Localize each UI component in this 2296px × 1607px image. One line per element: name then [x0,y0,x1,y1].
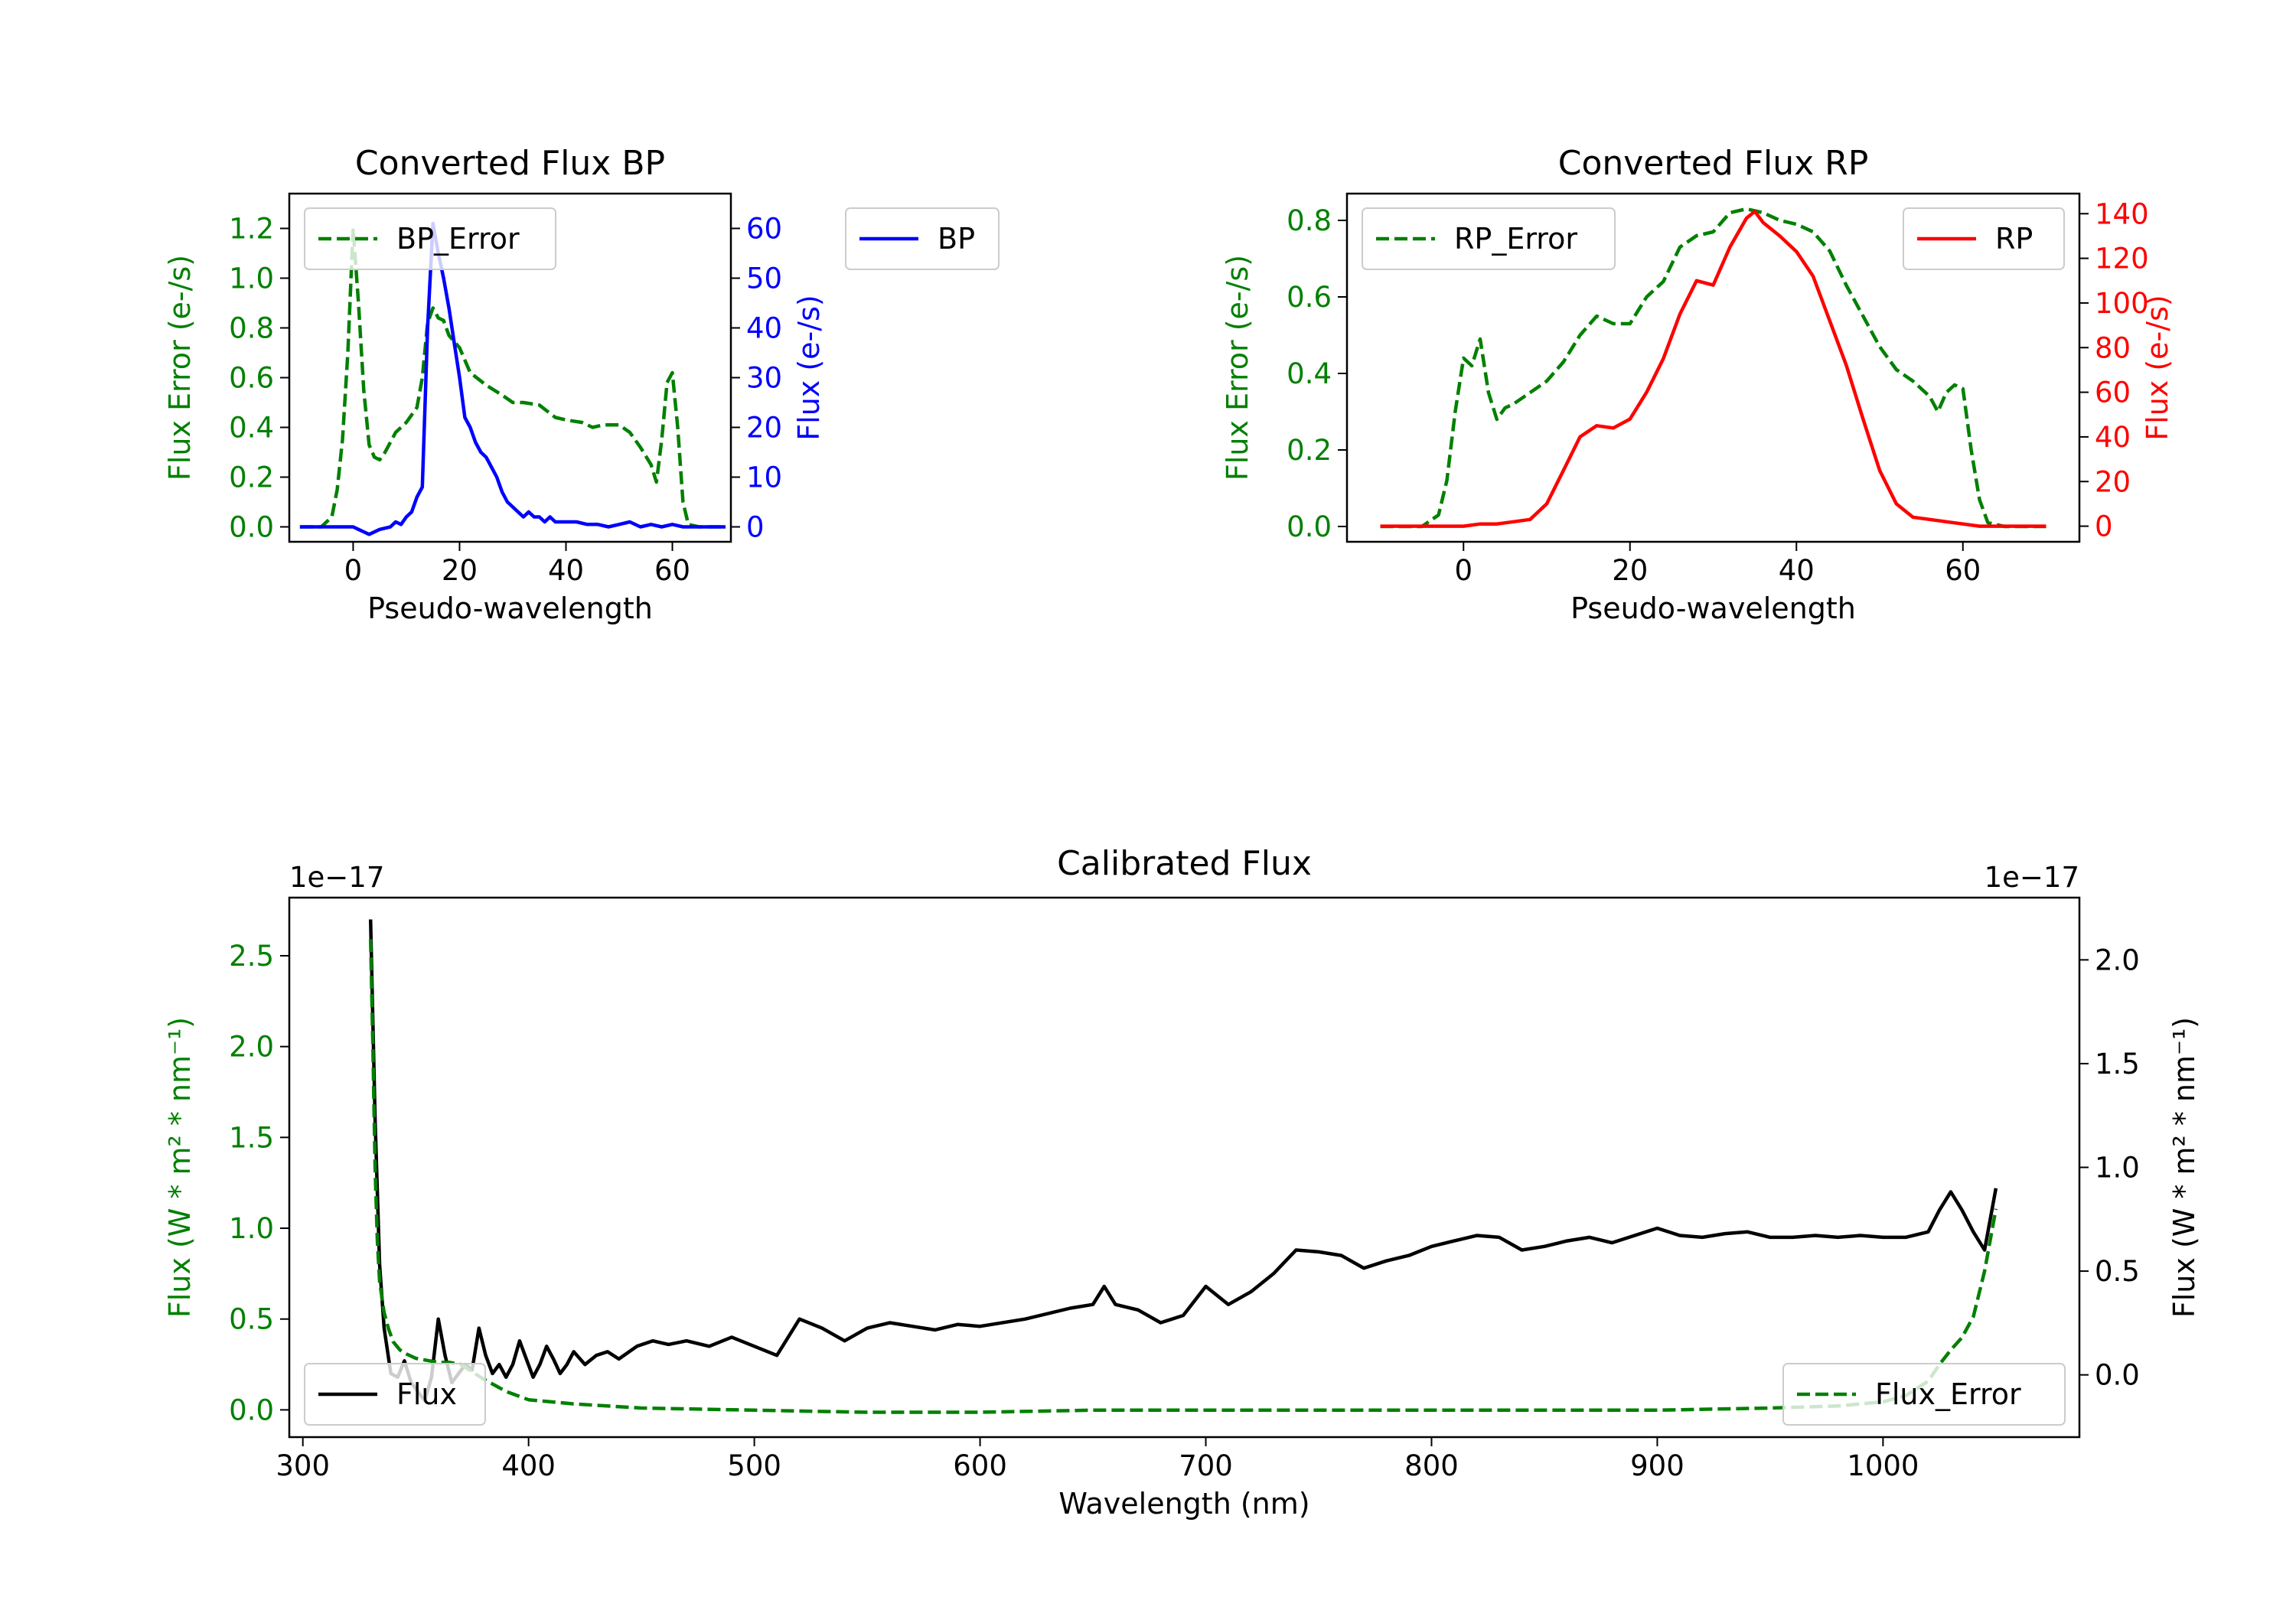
y-right-tick-label: 0 [2095,510,2113,543]
x-axis-label: Pseudo-wavelength [367,592,653,625]
y-left-offset-label: 1e−17 [289,861,384,894]
legend-right: Flux_Error [1782,1363,2066,1426]
y-left-axis-label: Flux (W * m² * nm⁻¹) [163,1017,197,1318]
x-axis-label: Pseudo-wavelength [1570,592,1856,625]
x-tick-label: 1000 [1847,1449,1919,1482]
x-tick-label: 60 [1945,554,1981,587]
y-left-tick-label: 0.0 [229,511,274,544]
series-line-bp [299,221,726,536]
y-right-tick-label: 30 [746,362,782,395]
y-left-tick-label: 0.2 [229,461,274,494]
y-right-tick-label: 0.5 [2095,1255,2140,1288]
y-left-tick-label: 0.0 [229,1393,274,1426]
x-tick-label: 20 [442,554,478,587]
y-left-tick-label: 0.6 [229,362,274,395]
y-left-tick-label: 0.4 [1287,357,1332,390]
y-left-tick-label: 2.0 [229,1031,274,1064]
y-right-tick-label: 20 [2095,465,2131,498]
legend-label: BP_Error [396,222,520,256]
legend-label: Flux_Error [1875,1377,2021,1411]
x-tick-label: 400 [501,1449,556,1482]
plot-frame [288,896,2081,1439]
legend-right: RP [1903,207,2065,270]
chart-rp: 0 20 40 60 0.0 0.2 0.4 0.6 0.8 0 20 40 60 80 100 120 140… [1221,144,2174,625]
legend-left: BP_Error [304,207,556,270]
x-tick-label: 300 [276,1449,330,1482]
y-right-tick-label: 40 [746,312,782,345]
chart-bp: 0 20 40 60 0.0 0.2 0.4 0.6 0.8 1.0 1.2 0 10 20 30 40 50 6… [163,144,1000,625]
y-left-tick-label: 0.2 [1287,434,1332,467]
y-right-offset-label: 1e−17 [1985,861,2079,894]
y-left-tick-label: 1.0 [229,1212,274,1245]
legend-label: BP [938,222,975,256]
chart-cal: 300 400 500 600 700 800 900 1000 0.0 0.5 1.0 1.5 2.0… [163,844,2201,1521]
y-left-tick-label: 0.6 [1287,281,1332,314]
y-left-tick-label: 1.0 [229,262,274,295]
series-line-bp-error [299,227,726,529]
x-tick-label: 900 [1630,1449,1684,1482]
y-left-axis-label: Flux Error (e-/s) [1221,255,1254,481]
y-right-tick-label: 60 [746,213,782,246]
y-left-tick-label: 0.0 [1287,510,1332,543]
y-left-tick-label: 0.4 [229,412,274,445]
x-tick-label: 500 [727,1449,781,1482]
y-left-tick-label: 0.8 [1287,204,1332,237]
legend-label: RP_Error [1454,222,1577,256]
legend-left: Flux [304,1363,486,1426]
x-tick-label: 40 [1779,554,1815,587]
chart-title: Converted Flux RP [1558,144,1869,183]
y-right-tick-label: 1.5 [2095,1048,2140,1081]
chart-title: Calibrated Flux [1057,844,1312,883]
series-line-flux-error [368,939,1998,1414]
legend-box [1903,207,2065,270]
x-tick-label: 60 [654,554,690,587]
legend-box [304,1363,486,1426]
x-tick-label: 0 [344,554,363,587]
x-tick-label: 0 [1454,554,1473,587]
legend-box [1362,207,1616,270]
legend-box [845,207,1000,270]
y-right-tick-label: 120 [2095,243,2149,275]
x-tick-label: 800 [1404,1449,1459,1482]
legend-box [304,207,556,270]
series-line-rp-error [1380,207,2047,529]
plot-frame [288,192,732,543]
y-right-tick-label: 2.0 [2095,944,2140,976]
y-right-tick-label: 0.0 [2095,1359,2140,1392]
y-right-tick-label: 20 [746,412,782,445]
chart-title: Converted Flux BP [355,144,665,183]
y-right-tick-label: 140 [2095,197,2149,230]
y-right-axis-label: Flux (e-/s) [2141,295,2174,440]
x-axis-label: Wavelength (nm) [1058,1487,1309,1521]
x-tick-label: 700 [1179,1449,1233,1482]
y-left-axis-label: Flux Error (e-/s) [163,255,197,481]
y-right-axis-label: Flux (e-/s) [792,295,826,440]
legend-right: BP [845,207,1000,270]
y-left-tick-label: 1.5 [229,1121,274,1154]
y-left-tick-label: 2.5 [229,940,274,973]
x-tick-label: 40 [548,554,584,587]
x-tick-label: 20 [1612,554,1648,587]
y-left-tick-label: 1.2 [229,213,274,246]
y-right-tick-label: 80 [2095,331,2131,364]
y-right-tick-label: 0 [746,511,765,544]
series-line-flux [368,919,1998,1403]
legend-left: RP_Error [1362,207,1616,270]
y-right-tick-label: 100 [2095,287,2149,320]
legend-label: RP [1995,222,2033,256]
y-right-tick-label: 50 [746,262,782,295]
y-right-tick-label: 60 [2095,376,2131,409]
y-left-tick-label: 0.5 [229,1303,274,1336]
y-right-tick-label: 1.0 [2095,1152,2140,1185]
y-right-axis-label: Flux (W * m² * nm⁻¹) [2167,1017,2201,1318]
series-line-rp [1380,210,2047,528]
y-right-tick-label: 10 [746,461,782,494]
y-left-tick-label: 0.8 [229,312,274,345]
legend-label: Flux [396,1377,457,1411]
plot-frame [1345,192,2081,543]
legend-box [1782,1363,2066,1426]
x-tick-label: 600 [953,1449,1007,1482]
y-right-tick-label: 40 [2095,421,2131,454]
